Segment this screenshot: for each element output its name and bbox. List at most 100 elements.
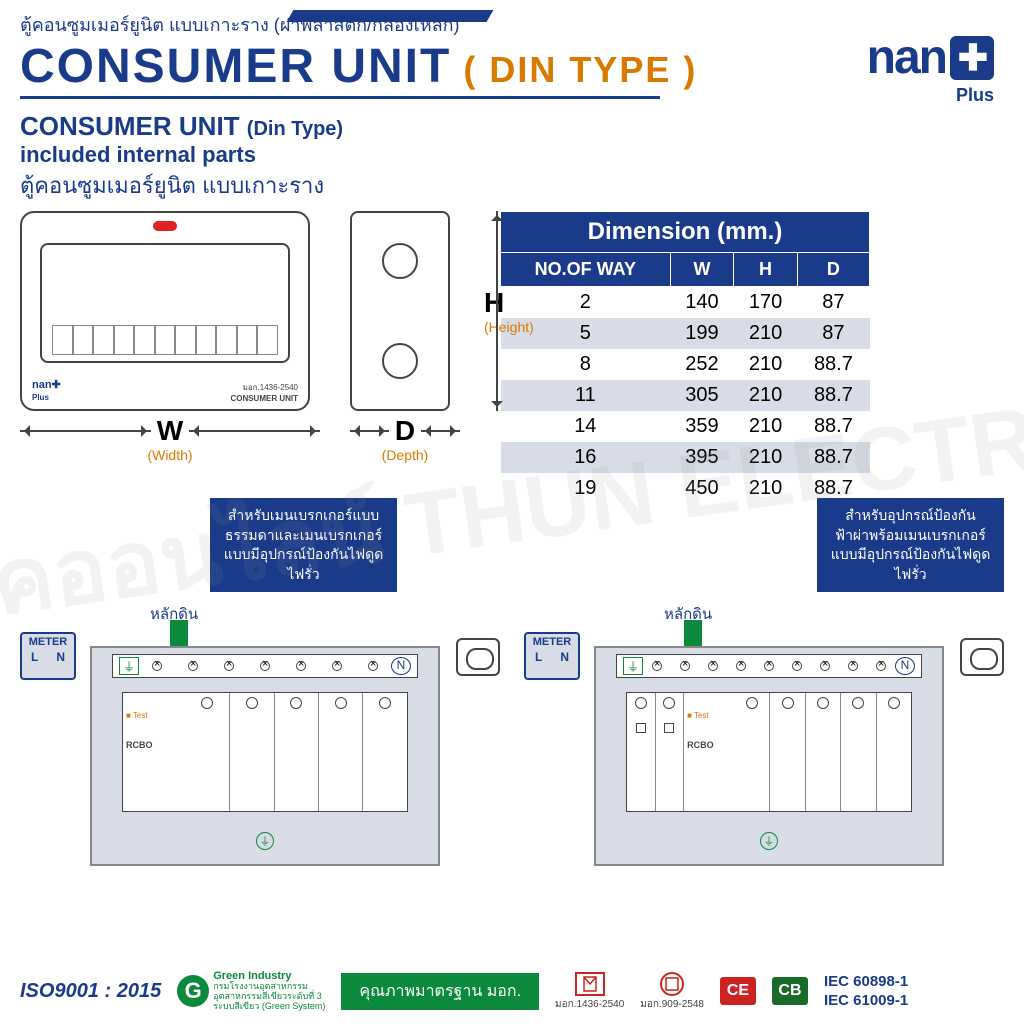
green-industry-badge: G Green Industry กรมโรงงานอุตสาหกรรม อุต… — [177, 970, 325, 1012]
table-cell: 140 — [670, 287, 734, 319]
ground-bottom-icon: ⏚ — [760, 832, 778, 850]
table-row: 1945021088.7 — [501, 473, 870, 504]
dimension-d: D — [350, 415, 460, 447]
table-row: 825221088.7 — [501, 349, 870, 380]
table-cell: 170 — [734, 287, 798, 319]
diagrams-row: nan✚ Plus มอก.1436-2540 CONSUMER UNIT W … — [0, 203, 1024, 504]
dim-h-label: (Height) — [484, 319, 534, 335]
table-cell: 16 — [501, 442, 671, 473]
accent-line — [287, 10, 494, 22]
table-cell: 210 — [734, 380, 798, 411]
table-row: 1435921088.7 — [501, 411, 870, 442]
iso-cert: ISO9001 : 2015 — [20, 980, 161, 1003]
table-cell: 88.7 — [797, 442, 869, 473]
table-cell: 305 — [670, 380, 734, 411]
logo-brand: nan — [867, 30, 946, 85]
table-cell: 210 — [734, 473, 798, 504]
ground-terminal-icon: ⏚ — [623, 657, 643, 675]
front-label: มอก.1436-2540 CONSUMER UNIT — [230, 381, 298, 403]
table-column-header: D — [797, 253, 869, 287]
title-paren: ( DIN TYPE ) — [463, 49, 697, 91]
logo-sub: Plus — [867, 85, 994, 106]
dim-d-label: (Depth) — [350, 447, 460, 463]
tis-mark-1: มอก.1436-2540 — [555, 971, 624, 1012]
table-cell: 88.7 — [797, 380, 869, 411]
main-title: CONSUMER UNIT ( DIN TYPE ) — [20, 39, 1004, 94]
meter-box: METER LN — [20, 632, 76, 680]
table-cell: 87 — [797, 287, 869, 319]
table-cell: 450 — [670, 473, 734, 504]
ground-terminal-icon: ⏚ — [119, 657, 139, 675]
breakers: ■ Test RCBO — [626, 692, 912, 812]
wiring-left: หลักดิน METER LN ⏚ N ■ Test RCBO ⏚ — [20, 602, 500, 872]
table-cell: 88.7 — [797, 411, 869, 442]
dim-w-letter: W — [157, 415, 183, 447]
fuse-icon — [456, 638, 500, 676]
wiring-row: หลักดิน METER LN ⏚ N ■ Test RCBO ⏚ หลั — [0, 592, 1024, 882]
ground-bottom-icon: ⏚ — [256, 832, 274, 850]
table-cell: 210 — [734, 411, 798, 442]
table-column-header: W — [670, 253, 734, 287]
meter-box: METER LN — [524, 632, 580, 680]
logo: nan ✚ Plus — [867, 30, 994, 106]
table-cell: 210 — [734, 318, 798, 349]
footer: ISO9001 : 2015 G Green Industry กรมโรงงา… — [20, 970, 1004, 1012]
rcbo-breaker: ■ Test RCBO — [123, 693, 186, 811]
dim-d-letter: D — [395, 415, 415, 447]
rcbo-breaker: ■ Test RCBO — [684, 693, 735, 811]
sec2-line3: ตู้คอนซูมเมอร์ยูนิต แบบเกาะราง — [20, 168, 1004, 203]
table-cell: 252 — [670, 349, 734, 380]
busbar: ⏚ N — [112, 654, 418, 678]
dim-h-letter: H — [484, 287, 534, 319]
table-row: 1130521088.7 — [501, 380, 870, 411]
table-cell: 210 — [734, 349, 798, 380]
spd-breaker — [656, 693, 685, 811]
logo-plus-icon: ✚ — [950, 36, 994, 80]
ce-mark: CE — [720, 977, 756, 1005]
dimension-table: Dimension (mm.) NO.OF WAYWHD 21401708751… — [500, 211, 1004, 504]
busbar: ⏚ N — [616, 654, 922, 678]
fuse-icon — [960, 638, 1004, 676]
spd-breaker — [627, 693, 656, 811]
table-cell: 14 — [501, 411, 671, 442]
front-logo: nan✚ Plus — [32, 378, 61, 403]
tis-mark-2: มอก.909-2548 — [640, 971, 704, 1012]
breaker-slots — [52, 325, 278, 355]
front-box: nan✚ Plus มอก.1436-2540 CONSUMER UNIT — [20, 211, 310, 411]
callouts: สำหรับเมนเบรกเกอร์แบบธรรมดาและเมนเบรกเกอ… — [0, 498, 1024, 592]
breakers: ■ Test RCBO — [122, 692, 408, 812]
table-cell: 87 — [797, 318, 869, 349]
knockout-icon — [382, 243, 418, 279]
header: ตู้คอนซูมเมอร์ยูนิต แบบเกาะราง (ฝาพลาสติ… — [0, 0, 1024, 99]
callout-left: สำหรับเมนเบรกเกอร์แบบธรรมดาและเมนเบรกเกอ… — [210, 498, 397, 592]
sec2-line2: included internal parts — [20, 142, 1004, 168]
dimension-w: W — [20, 415, 320, 447]
title-main: CONSUMER UNIT — [20, 39, 451, 94]
side-view: H (Height) D (Depth) — [340, 211, 480, 504]
neutral-terminal-icon: N — [895, 657, 915, 675]
panel: ⏚ N ■ Test RCBO ⏚ — [90, 646, 440, 866]
led-icon — [153, 221, 177, 231]
dim-w-label: (Width) — [20, 447, 320, 463]
table-row: 214017087 — [501, 287, 870, 319]
side-box — [350, 211, 450, 411]
green-g-icon: G — [177, 975, 209, 1007]
table-title: Dimension (mm.) — [501, 212, 870, 253]
front-view: nan✚ Plus มอก.1436-2540 CONSUMER UNIT W … — [20, 211, 320, 504]
dimension-h: H (Height) — [460, 211, 534, 411]
iec-standards: IEC 60898-1 IEC 61009-1 — [824, 972, 908, 1011]
sec2-line1a: CONSUMER UNIT — [20, 111, 240, 141]
front-lid — [40, 243, 290, 363]
table-column-header: H — [734, 253, 798, 287]
title-underline — [20, 96, 660, 99]
sec2-line1b: (Din Type) — [247, 118, 343, 140]
table-cell: 19 — [501, 473, 671, 504]
table-cell: 210 — [734, 442, 798, 473]
panel: ⏚ N ■ Test RCBO ⏚ — [594, 646, 944, 866]
table-row: 519921087 — [501, 318, 870, 349]
table-cell: 395 — [670, 442, 734, 473]
knockout-icon — [382, 343, 418, 379]
table-cell: 359 — [670, 411, 734, 442]
neutral-terminal-icon: N — [391, 657, 411, 675]
thai-subtitle: ตู้คอนซูมเมอร์ยูนิต แบบเกาะราง (ฝาพลาสติ… — [20, 10, 1004, 39]
